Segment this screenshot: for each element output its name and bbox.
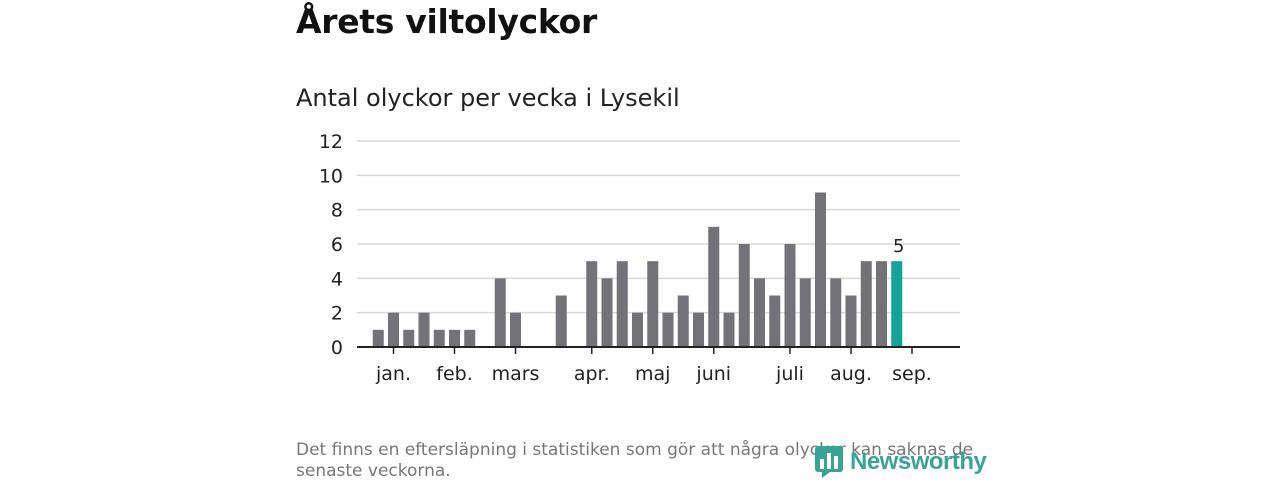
bar — [403, 329, 415, 347]
bar — [708, 226, 720, 347]
x-tick-label: mars — [492, 363, 540, 385]
bar — [388, 312, 399, 347]
bar — [876, 261, 887, 347]
bar — [784, 244, 796, 347]
bar — [449, 329, 460, 347]
bar — [601, 278, 613, 347]
y-tick-label: 0 — [331, 337, 343, 359]
newsworthy-logo-icon — [815, 446, 843, 478]
bar — [799, 278, 811, 347]
bar — [845, 295, 857, 347]
bar — [555, 295, 567, 347]
bar — [738, 244, 750, 347]
x-tick-label: sep. — [892, 363, 932, 385]
bar — [586, 261, 598, 347]
bar — [632, 312, 643, 347]
y-tick-label: 6 — [331, 234, 343, 256]
y-tick-label: 2 — [331, 303, 343, 325]
bar-chart: 0 2 4 6 8 10 12 5 jan. feb. mars apr. maj juni juli aug… — [319, 131, 960, 385]
footnote: Det finns en eftersläpning i statistiken… — [296, 440, 974, 481]
bar — [372, 329, 384, 347]
x-tick-label: juli — [775, 363, 804, 385]
newsworthy-logo: Newsworthy — [814, 444, 987, 480]
brand-name: Newsworthy — [850, 448, 987, 475]
bar — [693, 312, 704, 347]
y-tick-label: 10 — [319, 165, 343, 187]
y-tick-label: 8 — [331, 200, 343, 222]
bar — [616, 261, 628, 347]
bar — [723, 312, 735, 347]
bar — [510, 312, 521, 347]
x-tick-label: juni — [695, 363, 731, 385]
x-tick-label: maj — [635, 363, 670, 385]
x-tick-label: apr. — [574, 363, 610, 385]
bar-highlight — [891, 261, 903, 347]
chart-subtitle: Antal olyckor per vecka i Lysekil — [296, 84, 680, 112]
bar — [418, 312, 430, 347]
y-tick-label: 4 — [331, 268, 343, 290]
bar — [433, 329, 445, 347]
bar — [830, 278, 842, 347]
bar — [754, 278, 765, 347]
bar — [464, 329, 476, 347]
bar — [647, 261, 659, 347]
x-tick-label: jan. — [375, 363, 411, 385]
chart-heading: Årets viltolyckor — [296, 2, 597, 41]
y-tick-label: 12 — [319, 131, 343, 153]
bar — [815, 192, 826, 347]
x-tick-label: feb. — [436, 363, 472, 385]
x-tick-label: aug. — [830, 363, 872, 385]
data-label: 5 — [893, 236, 904, 257]
bar — [860, 261, 872, 347]
bar — [494, 278, 506, 347]
bar — [662, 312, 674, 347]
bar — [769, 295, 781, 347]
bar — [677, 295, 689, 347]
